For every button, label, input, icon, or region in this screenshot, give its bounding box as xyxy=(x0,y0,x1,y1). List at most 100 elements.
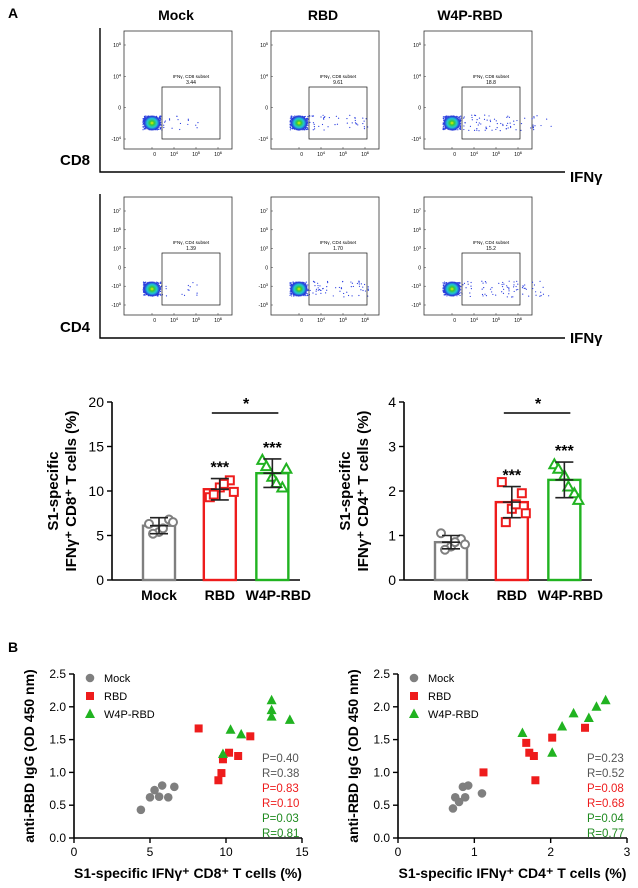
flow-event-dot xyxy=(474,114,477,117)
bar-y-tick-label: 1 xyxy=(388,528,396,544)
flow-plot-cd8-1: 105 104 0 -104 0 104 105 106 IFNγ, CD8 subset9.6… xyxy=(259,30,380,158)
flow-event-dot xyxy=(482,295,484,297)
bar-y-tick-label: 0 xyxy=(96,572,104,588)
flow-event-dot xyxy=(459,294,461,297)
flow-event-dot xyxy=(305,281,307,283)
flow-gate-label: IFNγ, CD8 subset xyxy=(173,74,210,79)
flow-x-tick-label: 0 xyxy=(153,152,156,158)
flow-y-tick-label: -105 xyxy=(112,301,122,309)
scatter-y-tick-label: 0.5 xyxy=(373,798,390,812)
flow-event-dot xyxy=(142,118,145,120)
flow-y-tick-label: 105 xyxy=(413,226,422,234)
flow-event-dot xyxy=(168,119,171,121)
flow-event-dot xyxy=(362,117,364,119)
flow-gate xyxy=(161,252,221,306)
scatter-stat: P=0.08 xyxy=(587,783,624,795)
flow-event-dot xyxy=(462,117,465,119)
flow-gate-label: IFNγ, CD4 subset xyxy=(320,240,357,245)
flow-event-dot xyxy=(510,126,512,129)
flow-col-header-w4p: W4P-RBD xyxy=(437,7,502,23)
flow-event-dot xyxy=(463,125,465,127)
flow-event-dot xyxy=(467,283,469,285)
flow-event-dot xyxy=(509,125,512,128)
flow-col-header-mock: Mock xyxy=(158,7,194,23)
flow-event-dot xyxy=(305,294,307,296)
flow-gate xyxy=(461,252,521,306)
flow-event-dot xyxy=(358,294,360,297)
flow-plot-cd4-1: 107 105 103 0 -103 -105 0 104 105 106 IFNγ, CD4 su… xyxy=(259,196,380,324)
flow-event-dot xyxy=(192,282,194,284)
scatter-legend-marker xyxy=(409,673,419,683)
flow-x-tick-label: 106 xyxy=(361,150,370,158)
flow-event-dot xyxy=(291,295,293,297)
scatter-point-rbd xyxy=(525,748,534,757)
scatter-point-rbd xyxy=(225,748,234,757)
flow-event-dot xyxy=(335,287,337,289)
flow-event-dot xyxy=(539,295,541,297)
flow-event-dot xyxy=(470,288,472,290)
flow-event-dot xyxy=(315,293,317,295)
scatter-point-mock xyxy=(154,792,164,801)
flow-event-dot xyxy=(477,124,479,126)
flow-event-dot xyxy=(367,286,369,288)
bar-category-label: Mock xyxy=(141,587,177,603)
flow-gate-label: IFNγ, CD8 subset xyxy=(320,74,357,79)
scatter-y-tick-label: 0.0 xyxy=(49,831,66,845)
flow-event-dot xyxy=(183,294,186,296)
flow-event-dot xyxy=(528,295,530,297)
bar-point-w4p xyxy=(279,461,294,474)
flow-event-dot xyxy=(471,119,473,121)
flow-density-core xyxy=(143,281,161,297)
panel-label-a: A xyxy=(8,5,18,21)
flow-gate xyxy=(308,86,368,140)
flow-event-dot xyxy=(165,295,168,297)
flow-event-dot xyxy=(485,126,487,128)
flow-event-dot xyxy=(320,292,322,294)
bar-category-label: RBD xyxy=(205,587,235,603)
flow-x-label-cd8: IFNγ xyxy=(570,169,603,186)
flow-event-dot xyxy=(350,286,352,288)
flow-row-label-cd4: CD4 xyxy=(60,319,91,336)
flow-event-dot xyxy=(307,128,309,130)
scatter-y-tick-label: 2.0 xyxy=(49,700,66,714)
flow-event-dot xyxy=(460,115,462,117)
flow-plot-cd8-0: 105 104 0 -104 0 104 105 106 IFNγ, CD8 subset3.4… xyxy=(112,30,233,158)
flow-event-dot xyxy=(292,295,295,297)
bar-y-tick-label: 2 xyxy=(388,483,396,499)
flow-event-dot xyxy=(443,294,446,296)
bar-category-label: W4P-RBD xyxy=(538,587,603,603)
flow-event-dot xyxy=(164,121,166,123)
scatter-legend-label: Mock xyxy=(428,673,455,685)
flow-event-dot xyxy=(548,295,550,297)
scatter-y-tick-label: 2.0 xyxy=(373,700,390,714)
flow-event-dot xyxy=(346,291,348,293)
bar-point-rbd xyxy=(500,517,511,528)
flow-event-dot xyxy=(322,287,324,290)
flow-gate xyxy=(461,86,521,140)
flow-x-tick-label: 104 xyxy=(317,316,326,324)
bar-sig-label: *** xyxy=(502,468,521,485)
flow-event-dot xyxy=(463,128,465,131)
flow-event-dot xyxy=(143,293,146,296)
flow-event-dot xyxy=(159,115,161,118)
flow-event-dot xyxy=(470,285,472,287)
flow-event-dot xyxy=(474,114,476,116)
flow-gate-value: 1.39 xyxy=(186,246,196,252)
scatter-stat: R=0.10 xyxy=(262,798,299,810)
flow-event-dot xyxy=(356,282,359,285)
scatter-point-mock xyxy=(150,785,159,795)
flow-event-dot xyxy=(523,287,525,289)
flow-event-dot xyxy=(157,295,159,297)
flow-y-tick-label: 105 xyxy=(260,226,269,234)
flow-event-dot xyxy=(482,282,484,284)
scatter-point-w4p-rbd xyxy=(236,728,247,739)
flow-x-tick-label: 0 xyxy=(300,318,303,324)
scatter-point-w4p-rbd xyxy=(266,694,277,705)
flow-event-dot xyxy=(367,126,369,128)
flow-event-dot xyxy=(318,288,320,291)
flow-event-dot xyxy=(491,129,493,131)
scatter-stat: P=0.04 xyxy=(587,813,624,825)
flow-event-dot xyxy=(484,280,487,283)
flow-event-dot xyxy=(320,116,322,118)
flow-y-tick-label: 0 xyxy=(418,265,421,271)
